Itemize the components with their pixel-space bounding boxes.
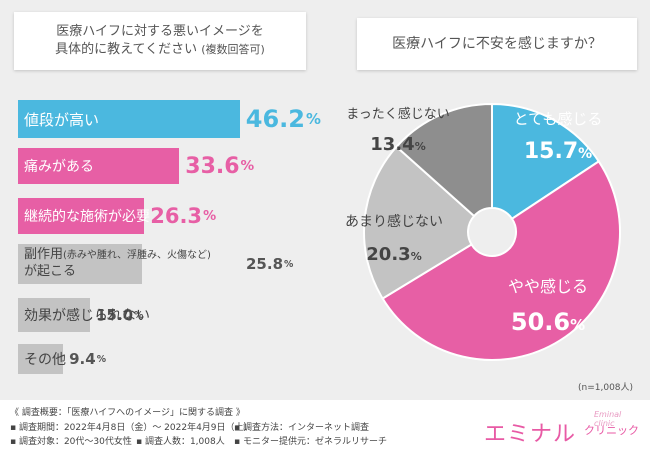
- donut-slice: [363, 145, 476, 300]
- donut-slice: [395, 102, 493, 218]
- donut-value-label: 50.6%: [511, 308, 585, 336]
- bar-category-label: その他: [24, 352, 66, 368]
- question-line-1: 医療ハイフに対する悪いイメージを: [56, 24, 264, 40]
- bar-category-label: 値段が高い: [24, 110, 100, 129]
- bar: [18, 344, 64, 374]
- clinic-logo: エミナル Eminal clinic クリニック: [484, 406, 644, 447]
- donut-category-label: とても感じる: [514, 110, 603, 128]
- bar-value-label: 9.4%: [69, 350, 107, 368]
- survey-count: ▪ 調査人数：1,008人: [136, 437, 225, 447]
- donut-category-label: やや感じる: [508, 277, 588, 296]
- survey-footer: 《 調査概要：「医療ハイフへのイメージ」に関する調査 》 ▪ 調査期間：2022…: [0, 400, 650, 450]
- donut-value-label: 20.3%: [366, 244, 421, 265]
- donut-value-label: 15.7%: [524, 139, 592, 164]
- bar-category-label: 効果が感じられない: [24, 308, 150, 324]
- bar-value-label: 15.0%: [96, 306, 144, 324]
- bar-row: 値段が高い 46.2%: [18, 100, 338, 138]
- sample-size-note: (n=1,008人): [578, 383, 634, 393]
- bar-chart-question: 医療ハイフに対する悪いイメージを 具体的に教えてください (複数回答可): [14, 12, 306, 70]
- bar-row: 副作用(赤みや腫れ、浮腫み、火傷など) が起こる 25.8%: [18, 244, 338, 284]
- question-note: (複数回答可): [201, 43, 265, 56]
- logo-main-text: エミナル: [484, 422, 577, 447]
- survey-period: ▪ 調査期間：2022年4月8日（金）～ 2022年4月9日（土）: [10, 423, 253, 433]
- pie-question-text: 医療ハイフに不安を感じますか？: [392, 35, 602, 52]
- bar-row: 痛みがある 33.6%: [18, 148, 338, 184]
- donut-value-label: 13.4%: [370, 134, 425, 155]
- donut-slice: [381, 160, 621, 361]
- question-line-2-text: 具体的に教えてください: [55, 42, 198, 57]
- bar: [18, 244, 142, 284]
- donut-chart: とても感じる 15.7% やや感じる 50.6% あまり感じない 20.3% まったく感じな…: [345, 102, 621, 361]
- bar: [18, 148, 180, 184]
- donut-slice: [491, 102, 601, 221]
- survey-method: ▪ 調査方法：インターネット調査: [234, 423, 369, 433]
- infographic: 医療ハイフに対する悪いイメージを 具体的に教えてください (複数回答可) 医療ハ…: [0, 0, 650, 400]
- survey-provider: ▪ モニター提供元：ゼネラルリサーチ: [234, 437, 387, 447]
- bar: [18, 198, 145, 234]
- donut-category-label: まったく感じない: [346, 106, 449, 122]
- bar-category-label: 副作用(赤みや腫れ、浮腫み、火傷など) が起こる: [24, 247, 211, 279]
- bar-row: 継続的な施術が必要 26.3%: [18, 198, 338, 234]
- survey-title: 《 調査概要：「医療ハイフへのイメージ」に関する調査 》: [10, 408, 245, 418]
- logo-japanese-text: クリニック: [584, 424, 639, 437]
- donut-category-label: あまり感じない: [345, 213, 443, 230]
- bar-row: その他 9.4%: [18, 344, 338, 374]
- bar-value-label: 26.3%: [150, 204, 217, 228]
- logo-english-text: Eminal clinic: [594, 410, 622, 428]
- bar-value-label: 33.6%: [185, 153, 255, 179]
- bar-value-label: 25.8%: [246, 255, 294, 273]
- pie-chart-question: 医療ハイフに不安を感じますか？: [357, 18, 637, 70]
- bar-category-label: 痛みがある: [24, 159, 94, 175]
- bar: [18, 100, 240, 138]
- question-line-2: 具体的に教えてください (複数回答可): [55, 41, 265, 59]
- bar-category-label: 継続的な施術が必要: [24, 209, 150, 225]
- bar-row: 効果が感じられない 15.0%: [18, 298, 338, 332]
- bar: [18, 298, 90, 332]
- bar-value-label: 46.2%: [245, 105, 321, 133]
- survey-target: ▪ 調査対象：20代～30代女性: [10, 437, 132, 447]
